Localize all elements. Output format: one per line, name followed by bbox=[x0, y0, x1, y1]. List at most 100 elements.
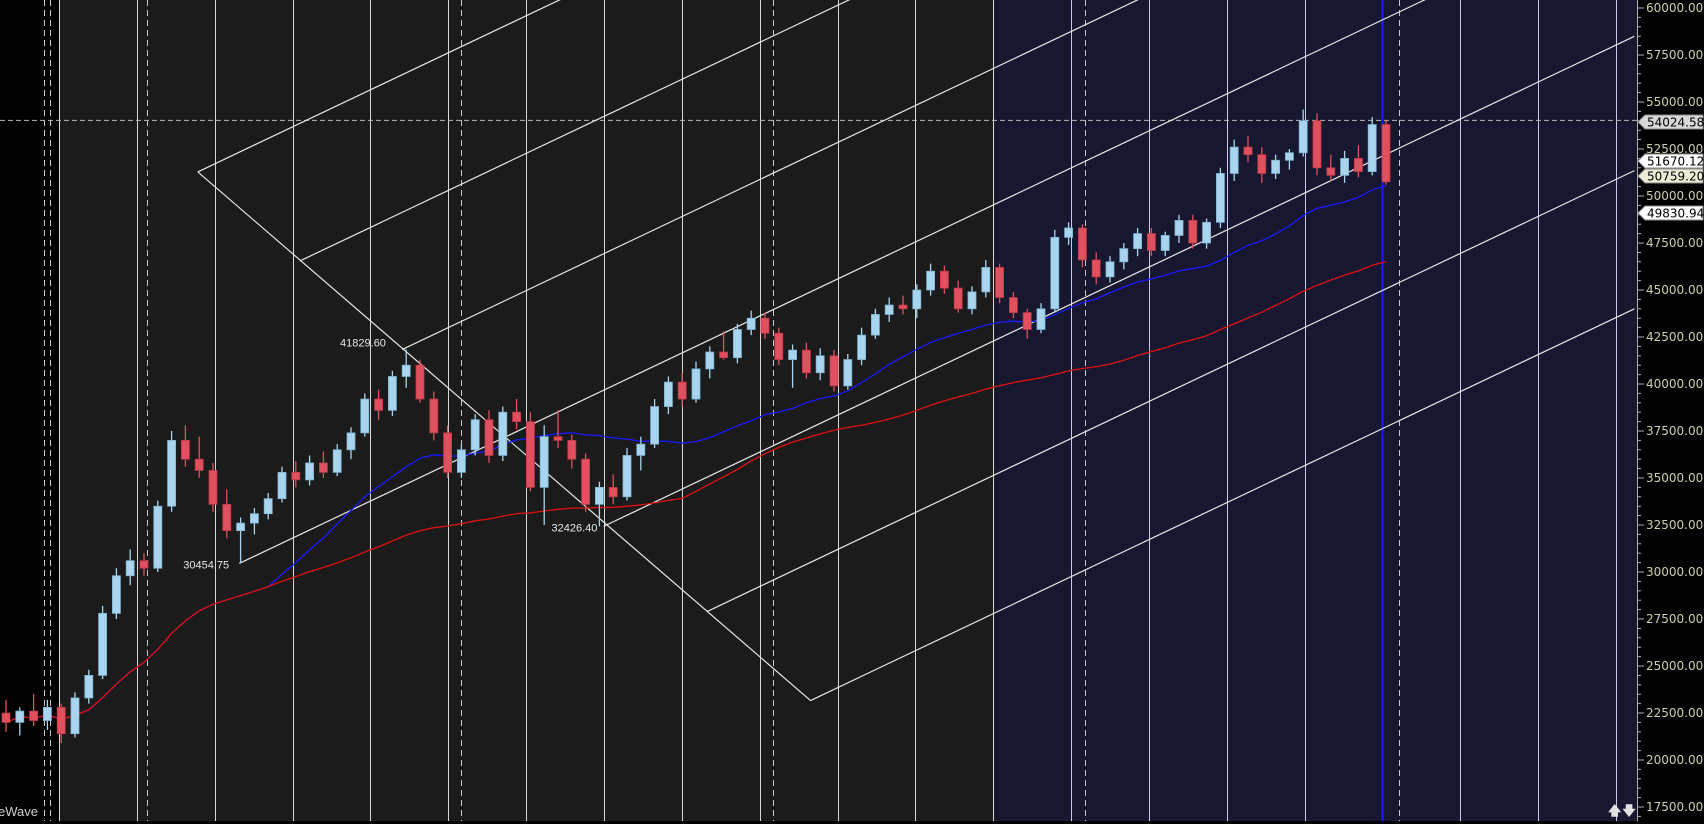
candle bbox=[526, 412, 535, 492]
candle-body bbox=[484, 419, 494, 456]
candle-body bbox=[387, 376, 397, 411]
candle-body bbox=[291, 471, 301, 481]
candle bbox=[401, 349, 411, 388]
candle bbox=[15, 707, 25, 736]
candle bbox=[263, 493, 273, 520]
candle-body bbox=[153, 505, 163, 569]
candle bbox=[567, 434, 577, 469]
candle-body bbox=[498, 411, 508, 456]
candle-body bbox=[526, 421, 535, 488]
candle-body bbox=[857, 334, 866, 360]
candle-body bbox=[871, 314, 880, 336]
candle-body bbox=[595, 486, 604, 505]
pivot-label: 30454.75 bbox=[183, 559, 229, 571]
y-tick-label: 25000.00 bbox=[1646, 659, 1703, 673]
candle bbox=[318, 451, 328, 478]
candle-body bbox=[1271, 159, 1280, 174]
candle bbox=[857, 327, 866, 366]
candle bbox=[705, 346, 715, 379]
candle-body bbox=[15, 710, 25, 723]
candle bbox=[1050, 229, 1060, 313]
candle-body bbox=[318, 462, 328, 473]
price-tag-bg bbox=[1637, 168, 1704, 184]
candle-body bbox=[56, 706, 66, 735]
price-tag-bg bbox=[1637, 114, 1704, 130]
y-tick-label: 57500.00 bbox=[1646, 48, 1703, 62]
candle bbox=[346, 427, 356, 460]
candle bbox=[180, 425, 190, 467]
price-tag: 51670.12 bbox=[1637, 153, 1704, 169]
y-tick-label: 52500.00 bbox=[1646, 142, 1703, 156]
candle-body bbox=[898, 304, 908, 310]
candle bbox=[443, 425, 453, 478]
candle bbox=[112, 568, 121, 619]
candle-body bbox=[1064, 227, 1073, 238]
price-axis bbox=[1637, 0, 1704, 821]
candle-body bbox=[112, 575, 121, 614]
candle bbox=[1243, 135, 1253, 163]
candle bbox=[29, 694, 39, 727]
candle bbox=[1174, 214, 1184, 243]
candle-body bbox=[1354, 157, 1363, 172]
price-tag-label: 51670.12 bbox=[1647, 155, 1704, 169]
candle bbox=[912, 284, 922, 319]
candle-body bbox=[953, 287, 963, 310]
price-tag-label: 50759.20 bbox=[1647, 170, 1704, 184]
y-tick-label: 20000.00 bbox=[1646, 753, 1703, 767]
trendline bbox=[706, 170, 1635, 613]
candle bbox=[774, 327, 784, 366]
candle bbox=[194, 436, 204, 478]
trendline bbox=[603, 35, 1635, 527]
candle-body bbox=[43, 706, 52, 721]
candle bbox=[926, 263, 935, 296]
candle-body bbox=[1009, 297, 1018, 313]
candle-body bbox=[360, 398, 370, 434]
candle-body bbox=[1367, 124, 1377, 172]
candle-body bbox=[884, 304, 894, 315]
candle-body bbox=[553, 436, 563, 441]
candle-body bbox=[926, 270, 935, 291]
pivot-label: 41829.60 bbox=[340, 338, 386, 350]
candle bbox=[802, 342, 811, 379]
candle bbox=[622, 447, 632, 501]
candle bbox=[1022, 308, 1032, 339]
candle bbox=[167, 431, 177, 512]
arrow-up-icon[interactable]: 🡅 bbox=[1608, 803, 1623, 818]
candle bbox=[305, 455, 315, 486]
candle-body bbox=[415, 364, 425, 400]
y-tick-label: 47500.00 bbox=[1646, 236, 1703, 250]
candle-body bbox=[1105, 261, 1115, 278]
candle bbox=[664, 376, 673, 415]
candle bbox=[636, 436, 646, 471]
candle bbox=[1285, 149, 1294, 170]
y-tick-label: 42500.00 bbox=[1646, 330, 1703, 344]
y-tick-label: 45000.00 bbox=[1646, 283, 1703, 297]
candle bbox=[1312, 113, 1322, 176]
candle-body bbox=[622, 455, 632, 498]
candle bbox=[595, 481, 604, 527]
candle-body bbox=[1326, 167, 1336, 176]
candle-body bbox=[84, 675, 94, 699]
candle bbox=[56, 703, 66, 744]
candle bbox=[470, 414, 480, 456]
trendline bbox=[197, 0, 561, 173]
candle bbox=[967, 286, 977, 315]
candle-body bbox=[1285, 152, 1294, 161]
candle-body bbox=[539, 436, 549, 488]
candle bbox=[43, 699, 52, 730]
price-tag-bg bbox=[1637, 153, 1704, 169]
candle-body bbox=[746, 317, 756, 330]
candle bbox=[332, 444, 342, 477]
candle-body bbox=[443, 432, 453, 473]
arrow-down-icon[interactable]: 🡇 bbox=[1622, 803, 1637, 818]
candle bbox=[1381, 120, 1391, 185]
candle-body bbox=[677, 381, 687, 400]
candle-body bbox=[636, 443, 646, 456]
y-tick-label: 55000.00 bbox=[1646, 95, 1703, 109]
price-tag: 54024.58 bbox=[1637, 114, 1704, 130]
candle-body bbox=[139, 560, 149, 569]
candle bbox=[1188, 214, 1198, 249]
candle bbox=[387, 370, 397, 416]
y-tick-label: 37500.00 bbox=[1646, 424, 1703, 438]
